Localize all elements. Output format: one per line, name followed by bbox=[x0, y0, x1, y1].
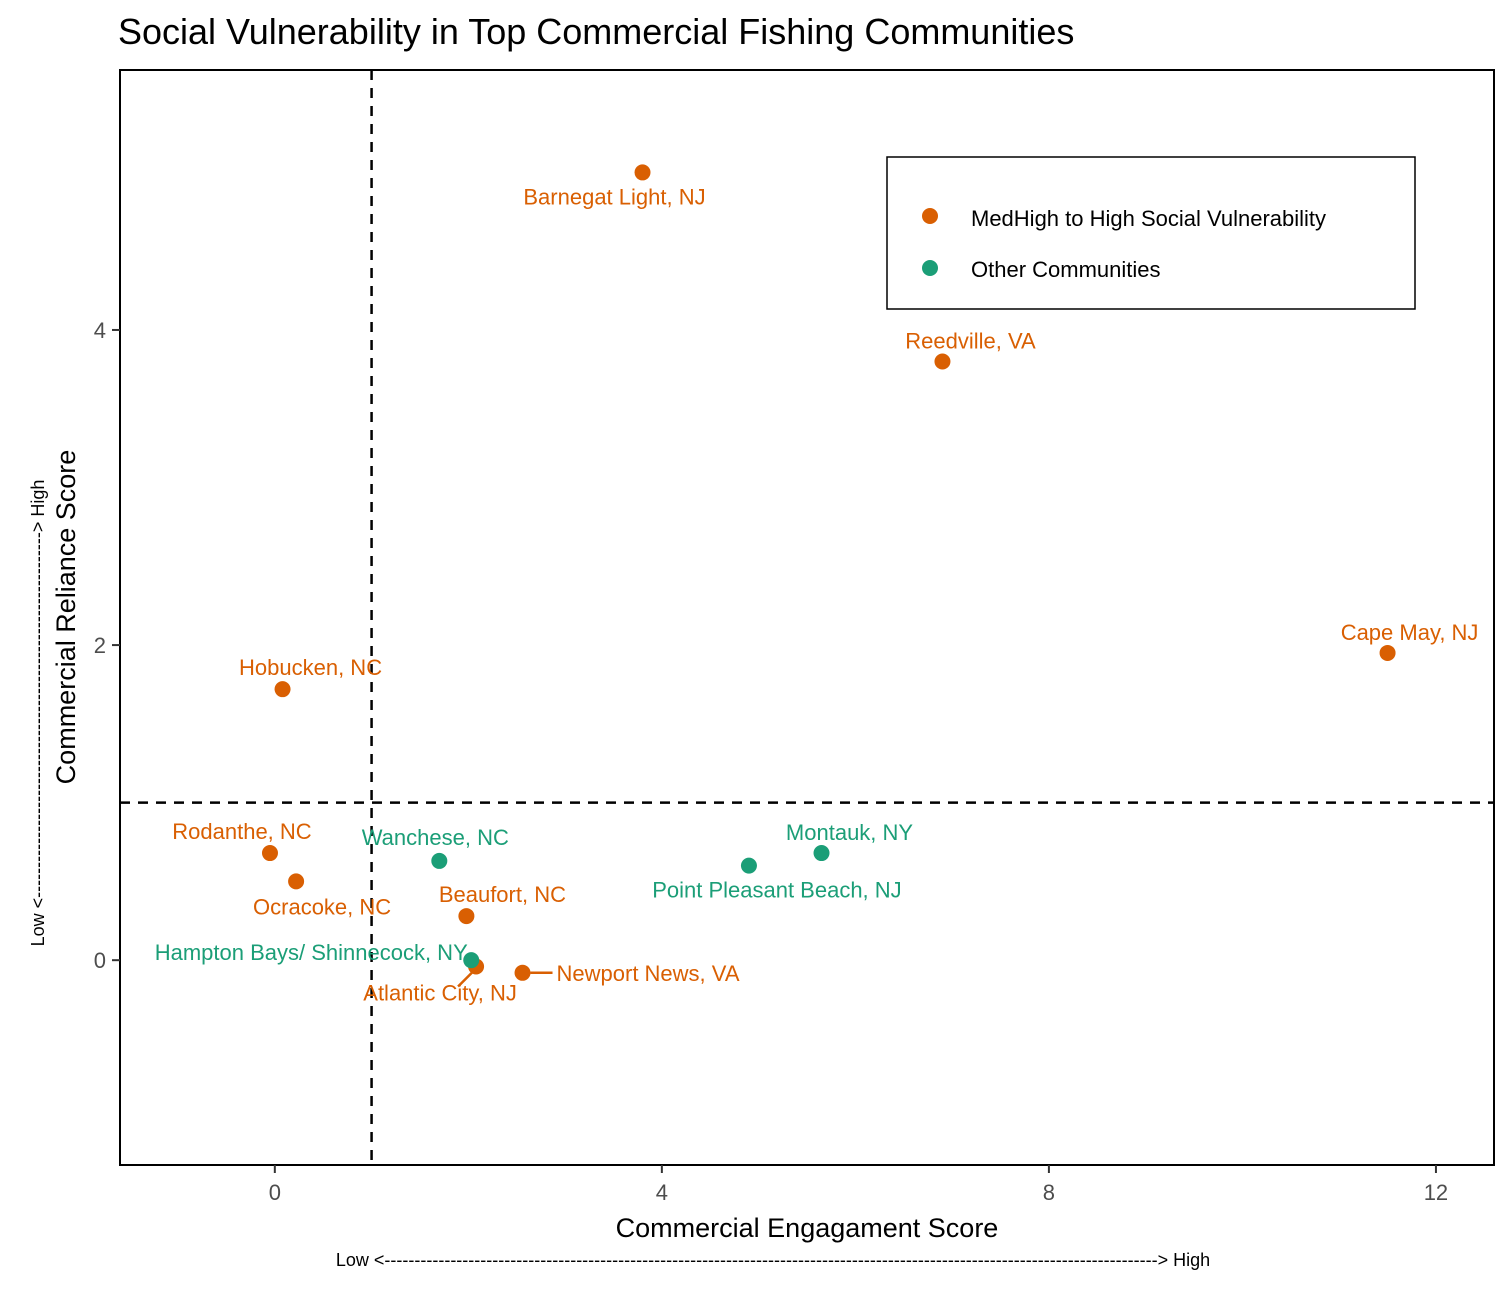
leader-atlantic-city-nj bbox=[457, 971, 473, 988]
point-hampton-bays-shinnecock-ny bbox=[463, 952, 480, 969]
point-newport-news-va bbox=[514, 964, 531, 981]
x-tick-label: 0 bbox=[269, 1180, 281, 1205]
label-hampton-bays-shinnecock-ny: Hampton Bays/ Shinnecock, NY bbox=[155, 940, 468, 965]
y-tick-label: 2 bbox=[94, 633, 106, 658]
label-reedville-va: Reedville, VA bbox=[905, 328, 1036, 353]
plot-panel bbox=[119, 69, 1495, 1166]
legend-marker-medhigh bbox=[922, 208, 938, 224]
point-point-pleasant-beach-nj bbox=[740, 857, 757, 874]
point-rodanthe-nc bbox=[261, 845, 278, 862]
legend-label-other: Other Communities bbox=[971, 257, 1161, 282]
label-rodanthe-nc: Rodanthe, NC bbox=[172, 819, 312, 844]
y-axis-arrow-label: Low <-----------------------------------… bbox=[28, 480, 48, 947]
label-montauk-ny: Montauk, NY bbox=[786, 820, 913, 845]
label-ocracoke-nc: Ocracoke, NC bbox=[253, 894, 391, 919]
point-beaufort-nc bbox=[458, 908, 475, 925]
legend-box bbox=[886, 156, 1416, 310]
legend-marker-other bbox=[922, 260, 938, 276]
label-beaufort-nc: Beaufort, NC bbox=[439, 882, 566, 907]
x-axis-title: Commercial Engagament Score bbox=[616, 1213, 999, 1243]
y-axis-title: Commercial Reliance Score bbox=[51, 450, 81, 785]
label-atlantic-city-nj: Atlantic City, NJ bbox=[363, 980, 517, 1005]
legend: MedHigh to High Social Vulnerability Oth… bbox=[886, 156, 1416, 310]
point-montauk-ny bbox=[813, 845, 830, 862]
y-tick-label: 4 bbox=[94, 318, 106, 343]
label-newport-news-va: Newport News, VA bbox=[557, 961, 740, 986]
label-barnegat-light-nj: Barnegat Light, NJ bbox=[523, 184, 705, 209]
x-tick-label: 8 bbox=[1043, 1180, 1055, 1205]
x-axis-arrow-label: Low <-----------------------------------… bbox=[336, 1250, 1210, 1270]
point-hobucken-nc bbox=[274, 681, 291, 698]
legend-label-medhigh: MedHigh to High Social Vulnerability bbox=[971, 206, 1326, 231]
point-ocracoke-nc bbox=[288, 873, 305, 890]
point-reedville-va bbox=[934, 353, 951, 370]
label-hobucken-nc: Hobucken, NC bbox=[239, 655, 382, 680]
point-cape-may-nj bbox=[1379, 644, 1396, 661]
label-cape-may-nj: Cape May, NJ bbox=[1341, 620, 1479, 645]
point-barnegat-light-nj bbox=[634, 164, 651, 181]
label-wanchese-nc: Wanchese, NC bbox=[362, 825, 509, 850]
y-tick-label: 0 bbox=[94, 948, 106, 973]
point-wanchese-nc bbox=[431, 852, 448, 869]
chart-title: Social Vulnerability in Top Commercial F… bbox=[118, 11, 1074, 52]
x-tick-label: 4 bbox=[656, 1180, 668, 1205]
x-tick-label: 12 bbox=[1424, 1180, 1448, 1205]
label-point-pleasant-beach-nj: Point Pleasant Beach, NJ bbox=[652, 878, 901, 903]
